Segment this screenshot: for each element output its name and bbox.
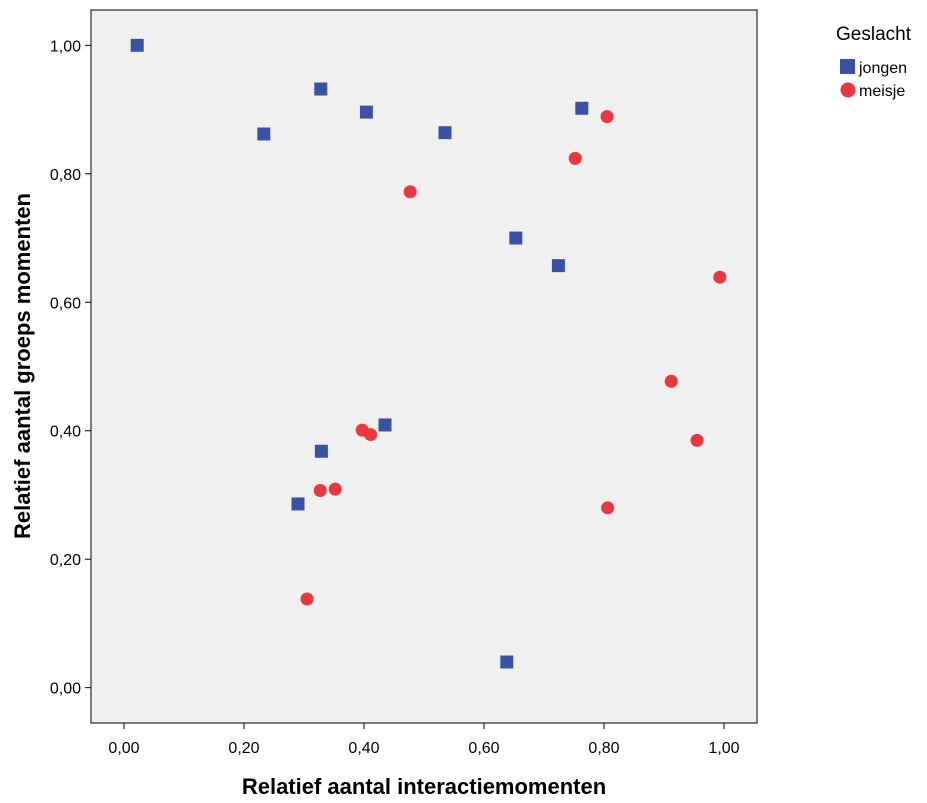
data-point-jongen xyxy=(551,259,565,273)
data-point-meisje xyxy=(690,433,704,447)
data-point-jongen xyxy=(575,101,589,115)
data-point-meisje xyxy=(601,501,615,515)
data-point-meisje xyxy=(664,374,678,388)
data-point-jongen xyxy=(438,126,452,140)
data-point-jongen xyxy=(291,497,305,511)
data-points xyxy=(130,38,727,669)
y-tick-label: 0,40 xyxy=(50,424,81,441)
x-tick-label: 0,20 xyxy=(228,740,259,757)
data-point-jongen xyxy=(314,82,328,96)
y-tick-label: 0,20 xyxy=(50,552,81,569)
data-point-jongen xyxy=(257,127,271,141)
x-tick-label: 0,40 xyxy=(348,740,379,757)
data-point-meisje xyxy=(300,592,314,606)
data-point-meisje xyxy=(313,483,327,497)
data-point-jongen xyxy=(509,231,523,245)
legend-marker-meisje xyxy=(840,82,856,98)
y-axis-title: Relatief aantal groeps momenten xyxy=(10,193,35,539)
legend: Geslacht jongen meisje xyxy=(836,24,912,100)
y-tick-label: 0,60 xyxy=(50,295,81,312)
x-tick-label: 1,00 xyxy=(708,740,739,757)
y-tick-label: 0,00 xyxy=(50,681,81,698)
data-point-meisje xyxy=(568,151,582,165)
data-point-jongen xyxy=(378,418,392,432)
data-point-jongen xyxy=(500,655,514,669)
data-point-meisje xyxy=(328,482,342,496)
x-tick-label: 0,80 xyxy=(588,740,619,757)
data-point-jongen xyxy=(314,444,328,458)
legend-label-jongen: jongen xyxy=(858,60,907,77)
x-tick-label: 0,00 xyxy=(108,740,139,757)
data-point-meisje xyxy=(403,185,417,199)
plot-area xyxy=(90,9,758,724)
x-tick-label: 0,60 xyxy=(468,740,499,757)
data-point-meisje xyxy=(600,110,614,124)
legend-marker-jongen xyxy=(840,59,855,74)
legend-label-meisje: meisje xyxy=(859,83,905,100)
legend-title: Geslacht xyxy=(836,24,912,45)
data-point-meisje xyxy=(364,428,378,442)
data-point-jongen xyxy=(359,105,373,119)
data-point-jongen xyxy=(130,38,144,52)
axis-ticks: 0,00 0,20 0,40 0,60 0,80 1,00 0,00 0,20 0,40 0,60… xyxy=(50,38,740,757)
y-tick-label: 1,00 xyxy=(50,38,81,55)
data-point-meisje xyxy=(713,270,727,284)
y-tick-label: 0,80 xyxy=(50,167,81,184)
x-axis-title: Relatief aantal interactiemomenten xyxy=(242,774,606,799)
